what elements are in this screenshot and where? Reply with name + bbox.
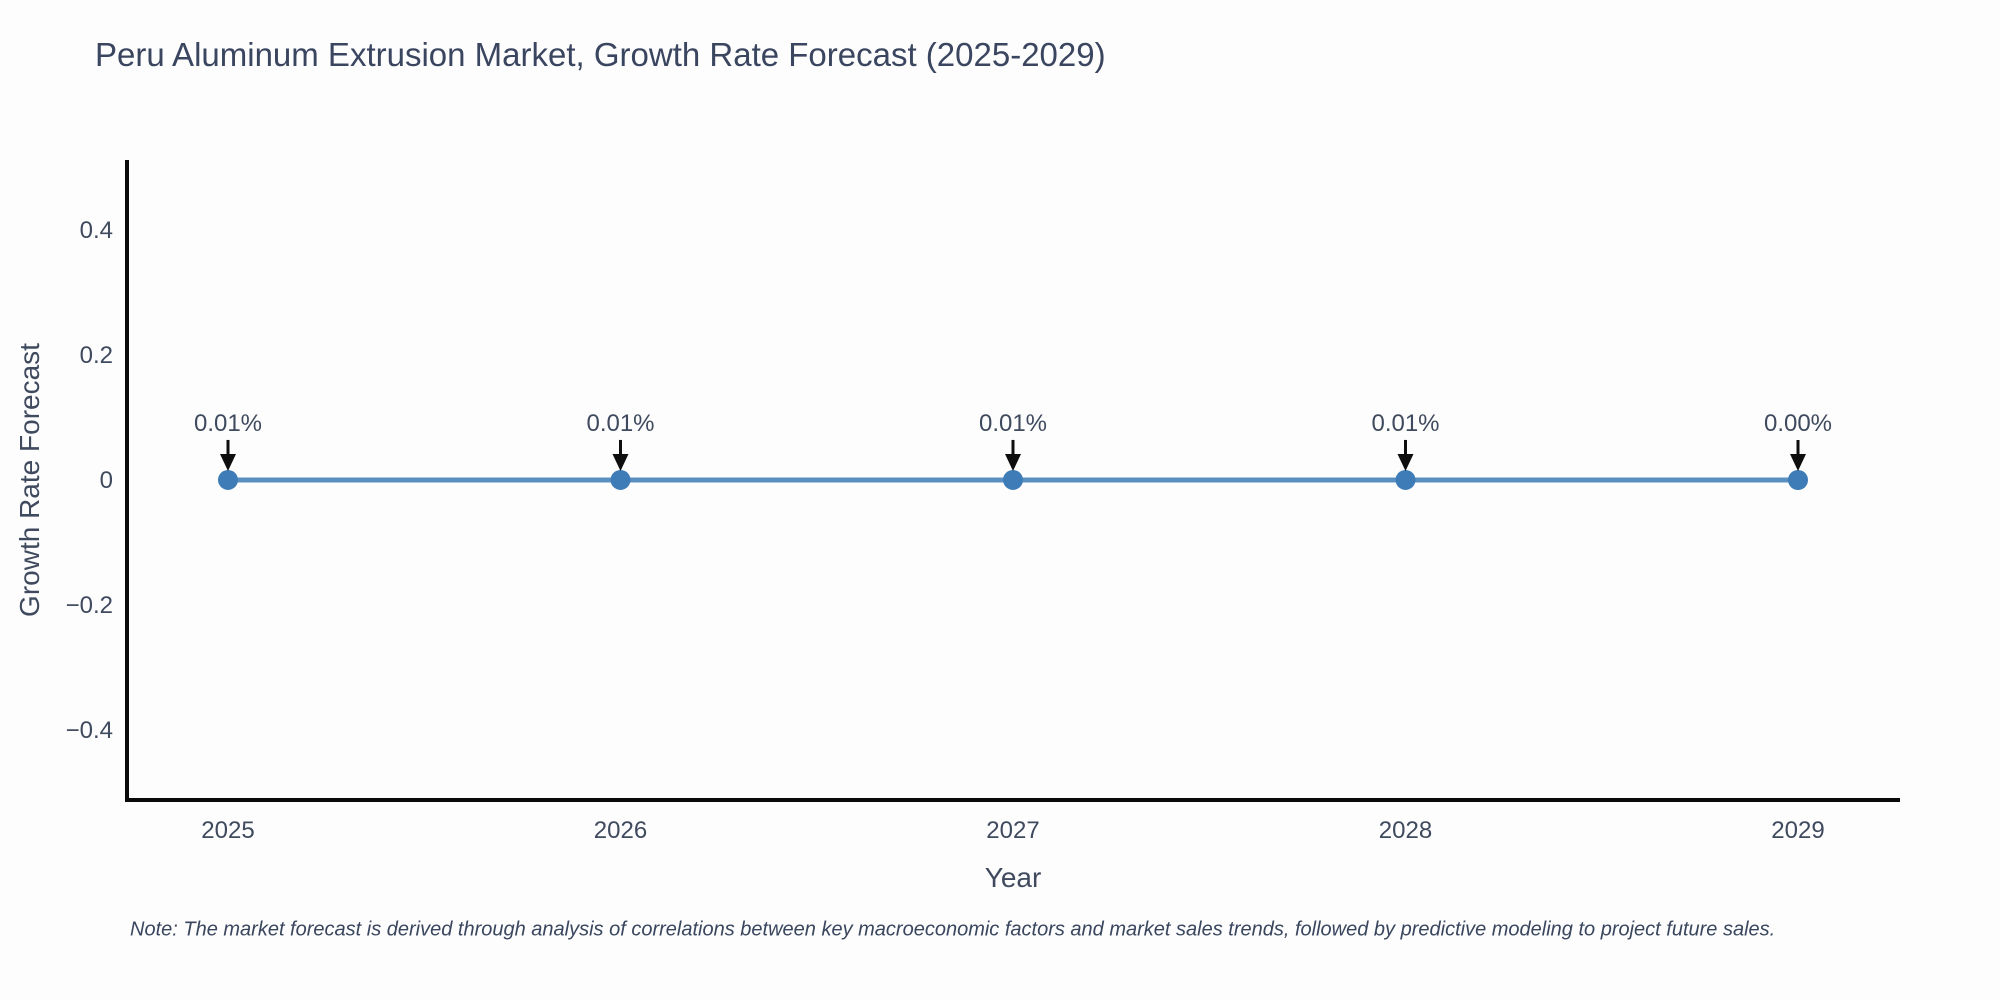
x-tick-label: 2028 — [1379, 817, 1432, 844]
y-tick-label: 0.2 — [80, 342, 113, 369]
chart-title: Peru Aluminum Extrusion Market, Growth R… — [95, 36, 1106, 73]
y-tick-label: 0 — [100, 467, 113, 494]
footnote: Note: The market forecast is derived thr… — [130, 918, 1776, 941]
x-tick-label: 2029 — [1771, 817, 1824, 844]
annotation-arrow-head — [220, 453, 236, 471]
x-tick-label: 2025 — [201, 817, 254, 844]
y-tick-label: 0.4 — [80, 217, 113, 244]
data-point-2028[interactable] — [1395, 469, 1416, 490]
x-tick-label: 2026 — [594, 817, 647, 844]
data-point-2027[interactable] — [1003, 469, 1023, 490]
x-tick-label: 2027 — [986, 817, 1039, 844]
data-point-2029[interactable] — [1788, 470, 1808, 490]
point-label: 0.01% — [1371, 410, 1439, 437]
annotation-arrow-head — [1790, 454, 1806, 471]
point-label: 0.01% — [586, 410, 654, 437]
data-point-2026[interactable] — [610, 469, 631, 490]
annotation-arrow-head — [1397, 453, 1414, 471]
data-point-2025[interactable] — [218, 469, 238, 490]
point-label: 0.01% — [979, 410, 1047, 437]
y-tick-label: −0.2 — [66, 592, 113, 619]
x-axis-title: Year — [984, 862, 1042, 893]
point-label: 0.00% — [1764, 410, 1832, 437]
point-label: 0.01% — [194, 410, 262, 437]
y-tick-label: −0.4 — [66, 717, 113, 744]
annotation-arrow-head — [1005, 453, 1021, 471]
annotation-arrow-head — [612, 453, 629, 471]
